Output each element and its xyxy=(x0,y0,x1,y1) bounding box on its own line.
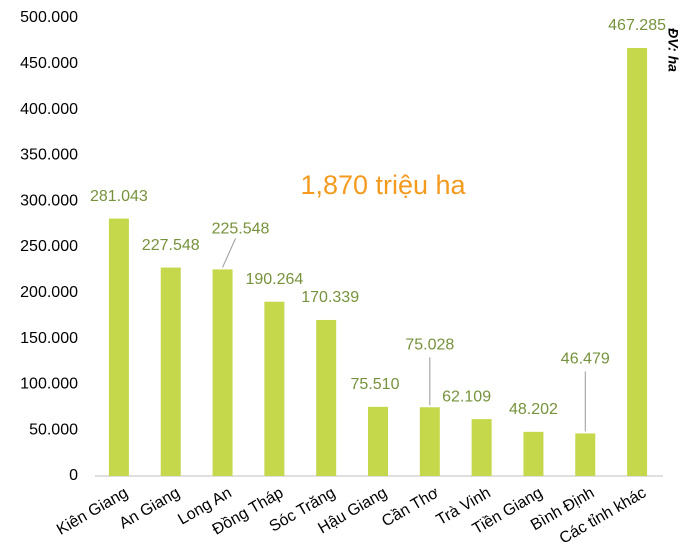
bar xyxy=(316,319,337,476)
bar xyxy=(212,269,233,476)
bar xyxy=(160,267,181,476)
y-tick-label: 100.000 xyxy=(20,376,78,393)
leader-line xyxy=(222,238,237,268)
y-tick-label: 450.000 xyxy=(20,55,78,72)
y-tick-label: 50.000 xyxy=(29,421,78,438)
y-tick-label: 200.000 xyxy=(20,284,78,301)
bar xyxy=(108,218,129,476)
value-label: 190.264 xyxy=(245,271,303,288)
total-annotation: 1,870 triệu ha xyxy=(300,170,466,200)
value-label: 281.043 xyxy=(90,188,148,205)
bar xyxy=(575,433,596,476)
value-label: 48.202 xyxy=(509,401,558,418)
unit-label: ĐV: ha xyxy=(665,28,681,72)
value-label: 75.028 xyxy=(405,336,454,353)
y-tick-label: 300.000 xyxy=(20,192,78,209)
value-label: 467.285 xyxy=(608,17,666,34)
value-label: 227.548 xyxy=(142,237,200,254)
y-tick-label: 500.000 xyxy=(20,9,78,26)
value-label: 62.109 xyxy=(442,388,491,405)
value-label: 225.548 xyxy=(212,221,270,238)
bar xyxy=(368,406,388,476)
value-label: 75.510 xyxy=(351,376,400,393)
bar xyxy=(523,431,544,476)
bar xyxy=(419,407,440,476)
x-tick-label: Cần Thơ xyxy=(379,484,442,530)
value-label: 46.479 xyxy=(561,351,610,368)
y-tick-label: 400.000 xyxy=(20,101,78,118)
value-label: 170.339 xyxy=(301,289,359,306)
x-tick-label: Kiên Giang xyxy=(54,484,131,538)
y-tick-label: 0 xyxy=(69,467,78,484)
y-tick-label: 150.000 xyxy=(20,330,78,347)
y-tick-label: 250.000 xyxy=(20,238,78,255)
bar xyxy=(627,47,648,476)
bar xyxy=(264,301,285,476)
bar xyxy=(471,419,492,476)
y-tick-label: 350.000 xyxy=(20,147,78,164)
